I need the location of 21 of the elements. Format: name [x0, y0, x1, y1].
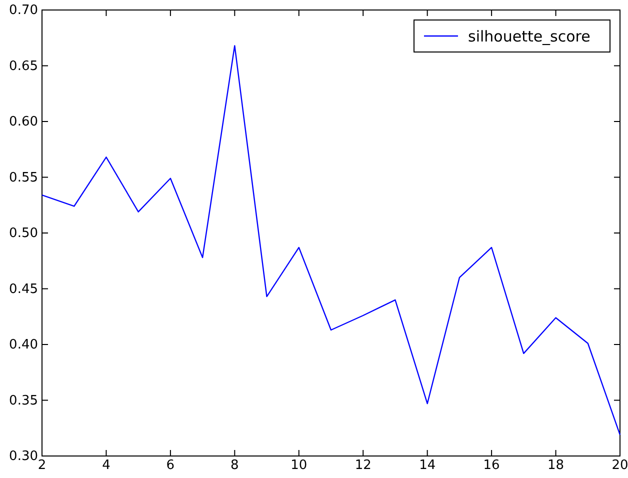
y-tick-label: 0.30 — [9, 449, 38, 464]
x-tick-label: 16 — [483, 458, 500, 474]
y-tick-label: 0.70 — [9, 3, 38, 18]
y-tick-label: 0.40 — [9, 338, 38, 353]
x-tick-label: 20 — [612, 458, 628, 474]
x-tick-label: 14 — [419, 458, 436, 474]
x-tick-label: 6 — [166, 458, 175, 474]
x-tick-label: 12 — [354, 458, 372, 474]
y-tick-label: 0.60 — [9, 114, 38, 130]
y-tick-label: 0.65 — [9, 58, 38, 74]
legend-label: silhouette_score — [468, 27, 590, 46]
y-tick-label: 0.45 — [9, 282, 38, 297]
x-tick-label: 4 — [102, 458, 110, 474]
y-tick-label: 0.35 — [9, 393, 38, 408]
x-tick-label: 18 — [548, 458, 564, 474]
y-tick-label: 0.50 — [9, 226, 38, 242]
x-tick-label: 10 — [290, 458, 308, 474]
y-tick-label: 0.55 — [9, 170, 38, 186]
x-tick-label: 8 — [230, 458, 239, 474]
x-tick-label: 2 — [38, 458, 46, 474]
line-series — [41, 45, 621, 436]
